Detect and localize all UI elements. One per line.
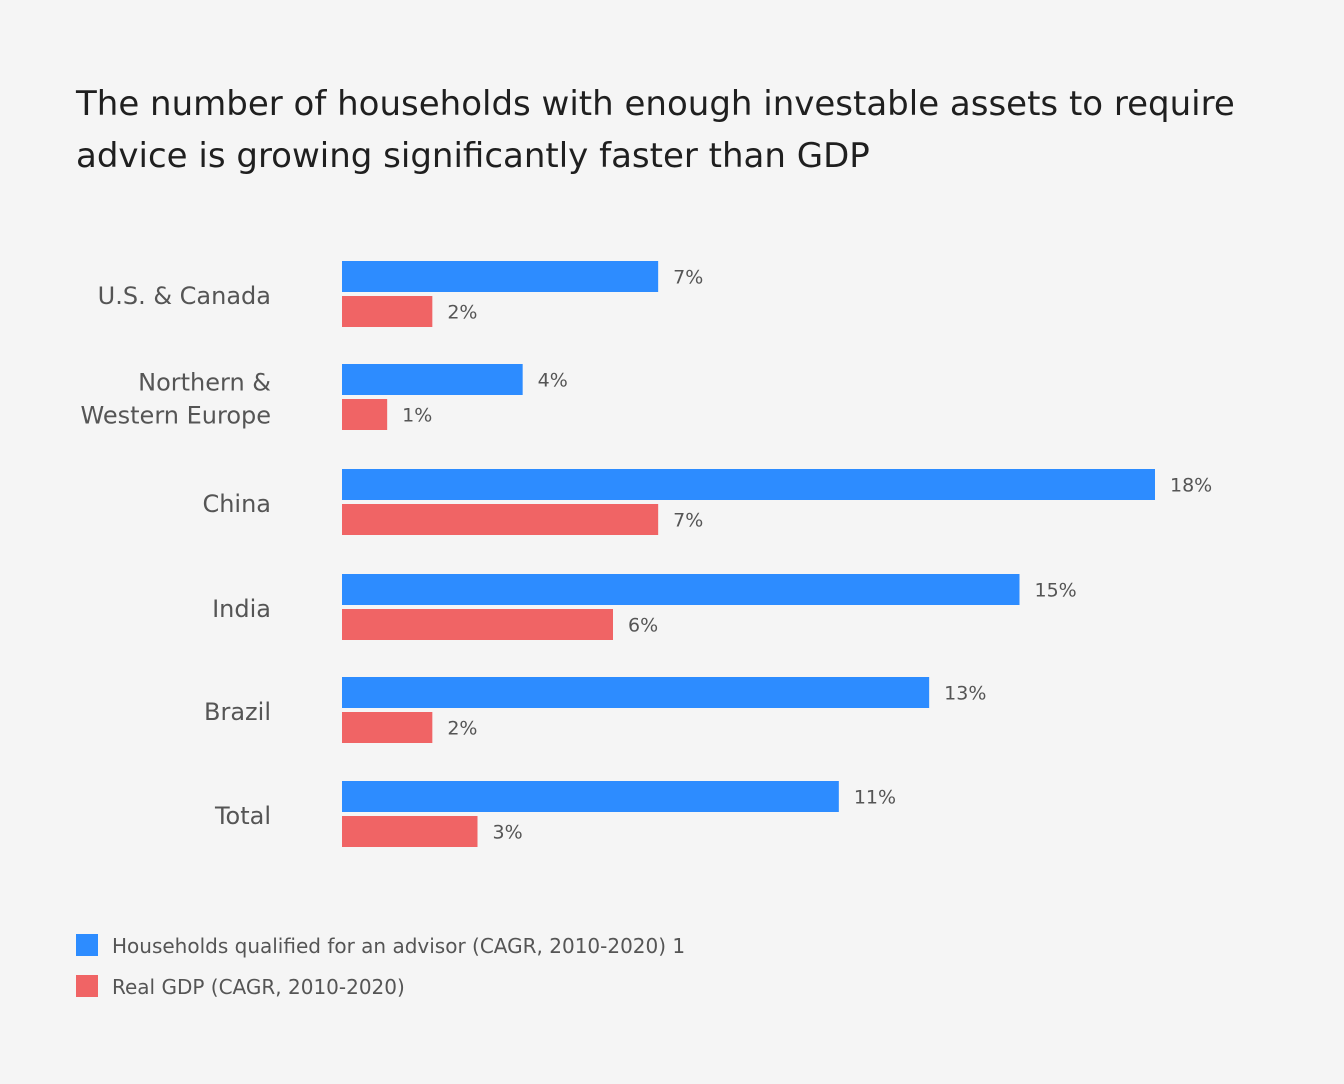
data-label: 18% [1170,475,1212,497]
legend-label: Real GDP (CAGR, 2010-2020) [112,975,405,999]
households-bar [342,261,659,292]
chart-title-line: The number of households with enough inv… [75,84,1235,124]
category-label: Western Europe [81,402,271,430]
gdp-bar [342,504,659,535]
data-label: 7% [673,510,703,532]
bars: 7% 2% 4% 1% 18% 7% 15% 6% 13% 2% 11% 3% [342,261,1212,847]
data-label: 2% [447,302,477,324]
category-label: India [212,595,271,623]
households-bar [342,781,839,812]
category-label: China [202,490,271,518]
gdp-bar [342,399,388,430]
households-bar [342,677,930,708]
legend-label: Households qualified for an advisor (CAG… [112,934,685,958]
households-bar [342,469,1155,500]
chart-title-line: advice is growing significantly faster t… [76,136,870,176]
legend: Households qualified for an advisor (CAG… [76,934,685,999]
households-bar [342,574,1020,605]
data-label: 13% [944,683,986,705]
data-label: 11% [854,787,896,809]
data-label: 2% [447,718,477,740]
gdp-bar [342,712,433,743]
data-label: 1% [402,405,432,427]
category-label: U.S. & Canada [98,282,271,310]
data-label: 15% [1035,580,1077,602]
data-label: 4% [538,370,568,392]
chart-title: The number of households with enough inv… [75,84,1235,176]
data-label: 3% [493,822,523,844]
data-label: 6% [628,615,658,637]
data-label: 7% [673,267,703,289]
gdp-bar [342,816,478,847]
legend-swatch [76,975,98,997]
legend-swatch [76,934,98,956]
category-labels: U.S. & Canada Northern & Western Europe Chi… [81,282,271,830]
households-bar [342,364,523,395]
category-label: Northern & [138,369,271,397]
category-label: Brazil [204,698,271,726]
category-label: Total [214,802,271,830]
gdp-bar [342,296,433,327]
gdp-bar [342,609,613,640]
